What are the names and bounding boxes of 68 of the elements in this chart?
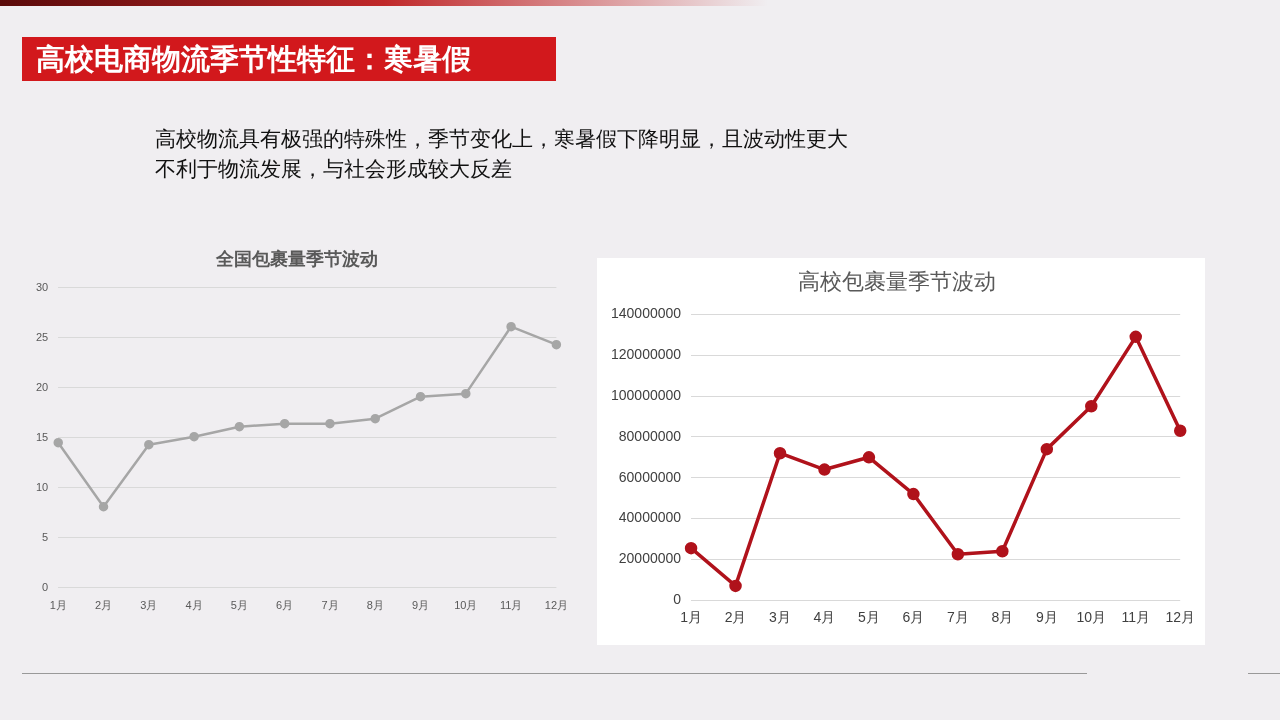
text: 高校电商物流季节性特征：寒暑假 xyxy=(22,37,556,81)
x-tick-label: 7月 xyxy=(946,609,969,626)
x-tick-label: 9月 xyxy=(411,599,430,612)
x-tick-label: 6月 xyxy=(902,609,925,626)
point xyxy=(551,339,562,350)
point xyxy=(1173,424,1187,438)
point xyxy=(234,421,245,432)
point xyxy=(325,418,335,429)
y-tick-label: 25 xyxy=(35,330,49,343)
x-tick-label: 11月 xyxy=(499,599,523,612)
x-tick-label: 8月 xyxy=(991,609,1014,626)
point xyxy=(461,388,471,399)
y-tick-label: 40000000 xyxy=(618,509,682,526)
point xyxy=(862,451,876,464)
y-tick-label: 120000000 xyxy=(611,346,682,363)
y-tick-label: 5 xyxy=(42,530,49,543)
y-tick-label: 140000000 xyxy=(611,305,682,322)
text: 不利于物流发展，与社会形成较大反差 xyxy=(155,156,513,183)
x-tick-label: 4月 xyxy=(813,609,836,626)
y-tick-label: 15 xyxy=(35,430,49,443)
x-tick-label: 5月 xyxy=(858,609,880,626)
x-tick-label: 12月 xyxy=(544,599,569,612)
point xyxy=(818,463,831,476)
x-tick-label: 1月 xyxy=(49,599,67,612)
point xyxy=(53,437,63,448)
y-tick-label: 0 xyxy=(42,580,49,593)
point xyxy=(279,418,290,429)
x-tick-label: 10月 xyxy=(1076,609,1107,626)
point xyxy=(415,391,426,402)
point xyxy=(98,502,109,512)
y-tick-label: 100000000 xyxy=(611,386,682,403)
chart-title: 高校包裹量季节波动 xyxy=(798,268,996,294)
point xyxy=(729,579,742,593)
x-tick-label: 3月 xyxy=(140,599,158,612)
point xyxy=(951,548,965,561)
x-tick-label: 11月 xyxy=(1121,609,1151,626)
x-tick-label: 7月 xyxy=(321,599,339,612)
x-tick-label: 12月 xyxy=(1165,609,1195,626)
text: 高校物流具有极强的特殊性，季节变化上，寒暑假下降明显，且波动性更大 xyxy=(155,126,848,153)
point xyxy=(907,487,920,501)
y-tick-label: 80000000 xyxy=(618,427,682,444)
point xyxy=(1085,400,1098,413)
point xyxy=(370,413,380,424)
point xyxy=(1040,442,1054,456)
y-tick-label: 20 xyxy=(35,380,49,393)
y-tick-label: 30 xyxy=(35,280,49,293)
x-tick-label: 9月 xyxy=(1035,609,1058,626)
point xyxy=(144,439,154,450)
x-tick-label: 5月 xyxy=(230,599,248,612)
point xyxy=(996,544,1009,558)
point xyxy=(1129,330,1142,344)
y-tick-label: 60000000 xyxy=(618,468,682,485)
x-tick-label: 2月 xyxy=(94,599,113,612)
x-tick-label: 3月 xyxy=(769,609,791,626)
x-tick-label: 4月 xyxy=(185,599,203,612)
y-tick-label: 20000000 xyxy=(618,550,682,567)
point xyxy=(189,431,199,442)
y-tick-label: 0 xyxy=(673,591,682,608)
x-tick-label: 2月 xyxy=(724,609,747,626)
x-tick-label: 10月 xyxy=(454,599,478,612)
point xyxy=(506,321,516,332)
x-tick-label: 8月 xyxy=(366,599,384,612)
x-tick-label: 6月 xyxy=(276,599,294,612)
point xyxy=(773,446,787,460)
x-tick-label: 1月 xyxy=(680,609,702,626)
point xyxy=(684,541,698,555)
y-tick-label: 10 xyxy=(35,480,49,493)
chart-title: 全国包裹量季节波动 xyxy=(215,248,378,270)
